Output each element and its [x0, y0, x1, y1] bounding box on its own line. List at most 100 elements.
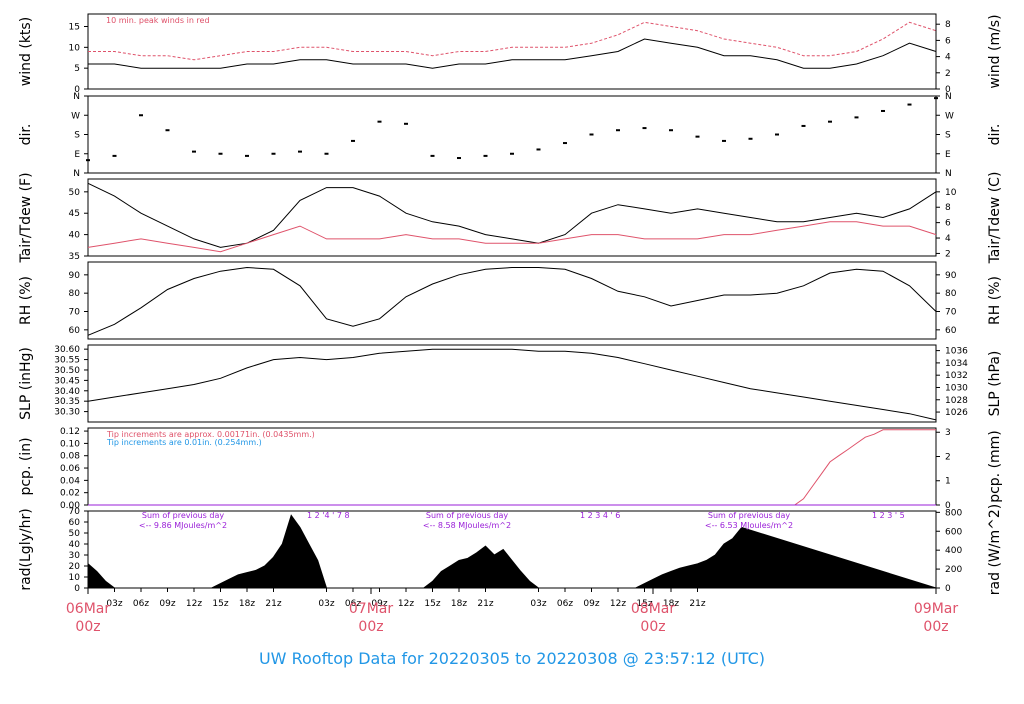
- ytick-label-left: 0.12: [60, 427, 80, 437]
- ytick-label-right: 8: [945, 203, 951, 213]
- ytick-label-left: 0.06: [60, 464, 80, 474]
- ytick-label-left: 30.60: [54, 345, 80, 355]
- dir-point: [404, 122, 408, 125]
- dir-point: [86, 159, 90, 162]
- ytick-label-left: 30.40: [54, 387, 80, 397]
- ytick-label-left: W: [71, 111, 80, 121]
- dir-point: [775, 133, 779, 136]
- ytick-label-left: 60: [69, 518, 81, 528]
- ytick-label-right: 10: [945, 188, 957, 198]
- panel-frame-pressure: [87, 344, 937, 423]
- xtick-label: 21z: [477, 599, 493, 609]
- ytick-label-left: 60: [69, 326, 81, 336]
- day-summary-digits: 1 2 3 ' 5: [872, 511, 905, 520]
- ytick-label-left: 30.50: [54, 366, 80, 376]
- dir-point: [483, 154, 488, 157]
- ylabel-left-dir.: dir.: [18, 124, 34, 146]
- dir-point: [669, 129, 673, 132]
- dir-point: [907, 103, 912, 106]
- ytick-label-left: 0.04: [60, 476, 80, 486]
- dir-point: [510, 152, 514, 155]
- ytick-label-left: 45: [69, 209, 80, 219]
- series-line-wind-0: [88, 38, 937, 69]
- ytick-label-left: N: [73, 92, 80, 102]
- series-line-rh-0: [87, 266, 937, 336]
- ytick-label-left: S: [74, 131, 80, 141]
- dir-point: [271, 152, 276, 155]
- dir-point: [589, 133, 594, 136]
- xtick-label: 03z: [318, 599, 334, 609]
- ytick-label-right: N: [945, 169, 952, 179]
- day-label-z: 00z: [75, 619, 100, 635]
- xtick-label: 12z: [610, 599, 626, 609]
- annotation-precip-0: Tip increments are approx. 0.00171in. (0…: [106, 430, 315, 439]
- dir-point: [563, 142, 567, 145]
- series-line-wind-1: [88, 21, 937, 61]
- ytick-label-right: 2: [945, 249, 951, 259]
- xtick-label: 15z: [212, 599, 228, 609]
- dir-point: [748, 137, 753, 140]
- ytick-label-left: 50: [69, 529, 81, 539]
- ytick-label-right: 0: [945, 501, 951, 511]
- ytick-label-right: 90: [945, 271, 957, 281]
- dir-point: [351, 139, 355, 142]
- ylabel-right-dir.: dir.: [987, 124, 1003, 146]
- ytick-label-right: 0: [945, 584, 951, 594]
- panel-frame-rh: [87, 261, 937, 340]
- ytick-label-right: W: [945, 111, 954, 121]
- day-summary-value: <-- 9.86 MJoules/m^2: [139, 521, 227, 530]
- annotation-wind: 10 min. peak winds in red: [106, 16, 210, 25]
- ytick-label-left: 0: [74, 584, 80, 594]
- ylabel-right-precip: pcp. (mm): [987, 430, 1003, 503]
- xtick-label: 18z: [663, 599, 679, 609]
- series-area-radiation: [87, 514, 937, 589]
- ytick-label-left: 70: [69, 507, 81, 517]
- ytick-label-left: 40: [69, 231, 81, 241]
- footer-title: UW Rooftop Data for 20220305 to 20220308…: [258, 649, 766, 668]
- ytick-label-left: 0.10: [60, 439, 80, 449]
- day-label-date: 09Mar: [914, 601, 958, 617]
- xtick-label: 03z: [530, 599, 546, 609]
- day-summary-label: Sum of previous day: [708, 511, 790, 520]
- ytick-label-left: N: [73, 169, 80, 179]
- day-summary-label: Sum of previous day: [426, 511, 508, 520]
- xtick-label: 09z: [371, 599, 387, 609]
- dir-point: [218, 152, 223, 155]
- xtick-label: 12z: [398, 599, 414, 609]
- dir-point: [642, 127, 647, 130]
- series-line-temperature-0: [87, 182, 937, 248]
- ytick-label-right: 1028: [945, 396, 968, 406]
- dir-point: [536, 148, 541, 151]
- ytick-label-left: 30.55: [54, 356, 80, 366]
- ylabel-right-wind: wind (m/s): [987, 14, 1003, 88]
- ytick-label-left: 30.30: [54, 408, 80, 418]
- ytick-label-right: 1: [945, 477, 951, 487]
- ytick-label-right: 6: [945, 219, 951, 229]
- ylabel-right-pressure: SLP (hPa): [987, 351, 1003, 417]
- ytick-label-right: 200: [945, 565, 962, 575]
- dir-point: [112, 154, 117, 157]
- ytick-label-right: 600: [945, 527, 962, 537]
- dir-point: [324, 152, 329, 155]
- ylabel-left-radiation: rad(Lgly/hr): [18, 508, 34, 590]
- ytick-label-right: S: [945, 131, 951, 141]
- ylabel-right-temperature: Tair/Tdew (C): [987, 172, 1003, 265]
- dir-point: [245, 154, 249, 157]
- series-line-temperature-1: [87, 221, 937, 253]
- ylabel-left-temperature: Tair/Tdew (F): [18, 172, 34, 263]
- dir-point: [377, 120, 382, 123]
- ylabel-right-radiation: rad (W/m^2): [987, 504, 1003, 595]
- panel-frame-temperature: [87, 178, 937, 257]
- day-summary-value: <-- 6.53 MJoules/m^2: [705, 521, 793, 530]
- day-summary-label: Sum of previous day: [142, 511, 224, 520]
- day-label-date: 06Mar: [66, 601, 110, 617]
- xtick-label: 09z: [159, 599, 175, 609]
- ytick-label-left: 30.35: [54, 397, 80, 407]
- day-label-date: 07Mar: [349, 601, 393, 617]
- ylabel-left-pressure: SLP (inHg): [18, 347, 34, 420]
- series-line-precip-0: [88, 429, 936, 506]
- ylabel-left-rh: RH (%): [18, 276, 34, 325]
- ytick-label-right: N: [945, 92, 952, 102]
- xtick-label: 12z: [186, 599, 202, 609]
- ytick-label-right: 60: [945, 326, 957, 336]
